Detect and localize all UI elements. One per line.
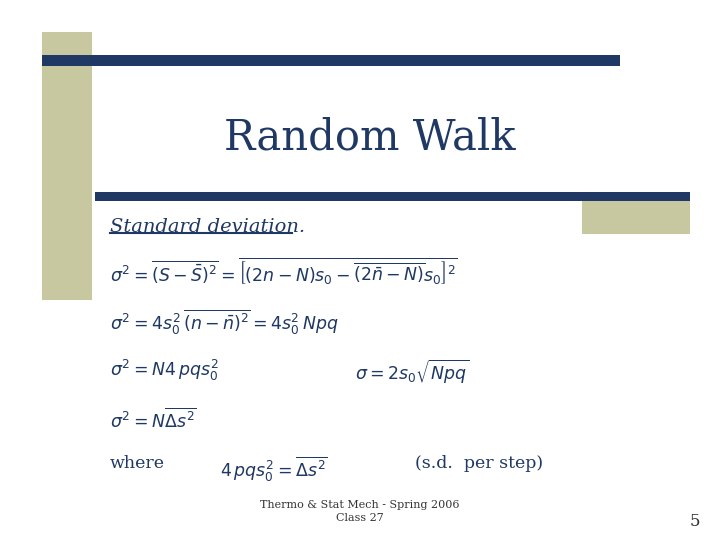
Bar — [582, 192, 690, 234]
Text: $\sigma^2 = N4\,pqs_0^2$: $\sigma^2 = N4\,pqs_0^2$ — [110, 358, 219, 383]
Text: Standard deviation.: Standard deviation. — [110, 218, 305, 236]
Text: Class 27: Class 27 — [336, 513, 384, 523]
Text: 5: 5 — [690, 513, 700, 530]
Text: $\sigma = 2s_0\sqrt{Npq}$: $\sigma = 2s_0\sqrt{Npq}$ — [355, 358, 469, 386]
Text: Thermo & Stat Mech - Spring 2006: Thermo & Stat Mech - Spring 2006 — [260, 500, 460, 510]
Text: (s.d.  per step): (s.d. per step) — [415, 455, 543, 472]
Bar — [42, 32, 92, 300]
Text: Random Walk: Random Walk — [224, 117, 516, 159]
Text: where: where — [110, 455, 165, 472]
Bar — [42, 55, 620, 66]
Text: $\sigma^2 = 4s_0^2\,\overline{(n-\bar{n})^2} = 4s_0^2\,Npq$: $\sigma^2 = 4s_0^2\,\overline{(n-\bar{n}… — [110, 308, 338, 338]
Text: $\sigma^2 = \overline{(S - \bar{S})^2} = \overline{\left[(2n-N)s_0 - \overline{(: $\sigma^2 = \overline{(S - \bar{S})^2} =… — [110, 255, 458, 286]
Text: $\sigma^2 = N\overline{\Delta s^2}$: $\sigma^2 = N\overline{\Delta s^2}$ — [110, 408, 197, 433]
Text: $4\,pqs_0^2 = \overline{\Delta s^2}$: $4\,pqs_0^2 = \overline{\Delta s^2}$ — [220, 455, 328, 484]
Bar — [95, 192, 690, 201]
